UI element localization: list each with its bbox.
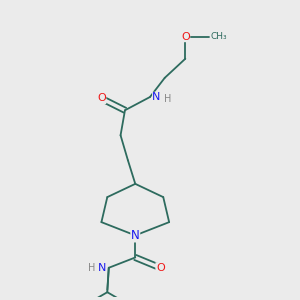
Text: N: N xyxy=(131,229,140,242)
Text: O: O xyxy=(156,263,165,273)
Text: N: N xyxy=(152,92,161,102)
Text: O: O xyxy=(97,94,106,103)
Text: H: H xyxy=(164,94,172,104)
Text: H: H xyxy=(88,263,95,273)
Text: N: N xyxy=(98,263,106,273)
Text: CH₃: CH₃ xyxy=(210,32,227,41)
Text: O: O xyxy=(181,32,190,42)
